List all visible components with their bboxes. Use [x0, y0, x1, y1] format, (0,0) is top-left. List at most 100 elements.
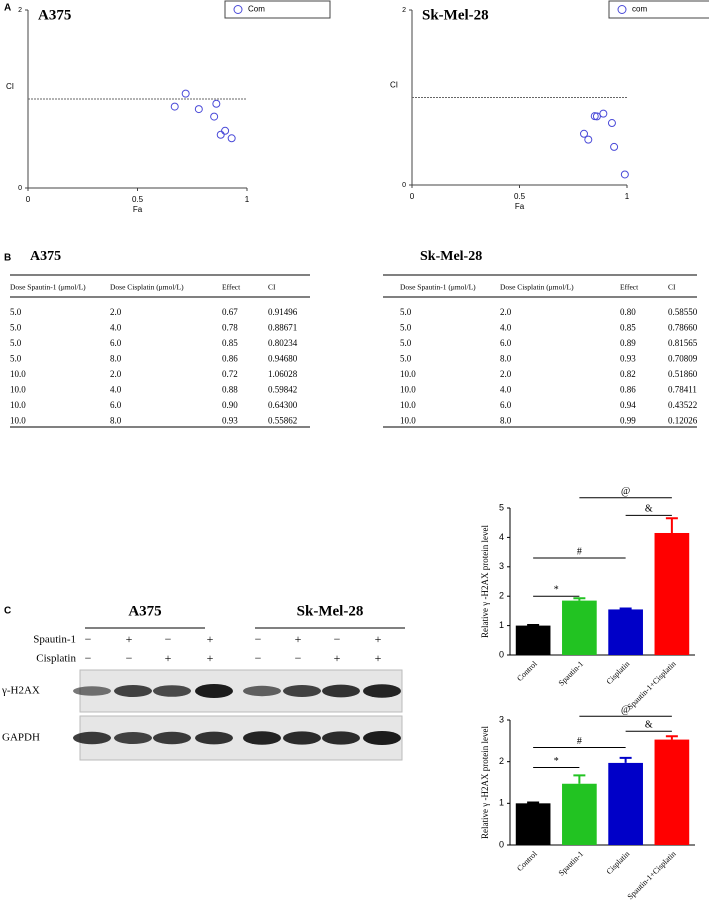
error-bar: [665, 517, 678, 533]
table-cell: 0.78411: [668, 385, 697, 395]
treatment-sign: −: [126, 651, 133, 665]
table-cell: 0.89: [620, 338, 636, 348]
protein-label: GAPDH: [2, 732, 40, 744]
table-title: Sk-Mel-28: [420, 249, 482, 264]
point: [592, 112, 601, 121]
significance-label: &: [645, 720, 653, 731]
cell-line-label: Sk-Mel-28: [297, 603, 364, 619]
significance-label: #: [577, 546, 582, 557]
table-cell: 0.70809: [668, 354, 698, 364]
y-axis-label: Relative γ -H2AX protein level: [480, 726, 490, 839]
table-cell: 0.85: [222, 338, 238, 348]
significance-label: @: [621, 486, 630, 497]
y-axis-label: Relative γ -H2AX protein level: [480, 525, 490, 638]
bar: [562, 600, 597, 655]
table-cell: 0.51860: [668, 369, 698, 379]
table-cell: 0.93: [222, 416, 238, 426]
point: [227, 134, 236, 143]
y-tick-label: 3: [499, 561, 504, 571]
point: [599, 109, 608, 118]
x-tick-label: Spautin-1+Cisplatin: [626, 659, 678, 711]
table-cell: 0.80234: [268, 338, 298, 348]
protein-label: γ-H2AX: [1, 685, 40, 697]
y-tick-label: 2: [499, 756, 504, 766]
treatment-sign: +: [207, 651, 214, 665]
chart-title: Sk-Mel-28: [422, 7, 489, 23]
table-cell: 4.0: [110, 323, 122, 333]
point: [580, 129, 588, 138]
y-tick-label: 5: [499, 502, 504, 512]
table-header: Effect: [222, 283, 241, 292]
legend-box: [608, 0, 709, 19]
band: [114, 732, 152, 744]
point: [584, 135, 593, 144]
error-bar: [619, 607, 632, 610]
table-cell: 0.99: [620, 416, 636, 426]
treatment-label: Spautin-1: [33, 634, 76, 646]
table-cell: 0.78660: [668, 323, 698, 333]
band: [195, 731, 233, 745]
y-axis-label: CI: [6, 82, 14, 91]
table-cell: 0.86: [222, 354, 238, 364]
table-cell: 6.0: [110, 400, 122, 410]
treatment-sign: +: [165, 651, 172, 665]
table-cell: 10.0: [400, 369, 416, 379]
bar: [515, 803, 551, 845]
legend-symbol: [233, 5, 243, 14]
error-bar: [573, 597, 586, 601]
table-cell: 10.0: [10, 416, 26, 426]
table-cell: 0.90: [222, 400, 238, 410]
band: [322, 684, 360, 698]
band: [73, 731, 111, 745]
table-cell: 8.0: [500, 354, 512, 364]
treatment-sign: +: [334, 651, 341, 665]
y-tick-label: 0: [402, 182, 406, 189]
error-bar: [619, 756, 632, 763]
table-cell: 5.0: [400, 354, 412, 364]
table-cell: 5.0: [10, 354, 22, 364]
table-cell: 0.64300: [268, 400, 298, 410]
treatment-sign: −: [334, 632, 341, 646]
band: [363, 731, 401, 745]
band: [283, 731, 321, 745]
table-cell: 1.06028: [268, 369, 298, 379]
bar: [562, 783, 597, 845]
point: [610, 142, 619, 151]
panel-label: A: [4, 3, 11, 14]
point: [212, 99, 221, 108]
error-bar: [527, 624, 540, 627]
table-cell: 0.59842: [268, 385, 297, 395]
table-cell: 2.0: [110, 369, 122, 379]
table-cell: 10.0: [400, 400, 416, 410]
cell-line-label: A375: [128, 603, 161, 619]
point: [170, 102, 179, 111]
table-cell: 0.67: [222, 307, 238, 317]
x-tick-label: 1: [245, 195, 250, 204]
treatment-sign: +: [375, 632, 382, 646]
table-cell: 0.91496: [268, 307, 298, 317]
band: [363, 684, 401, 698]
significance-label: #: [577, 736, 582, 747]
point: [181, 89, 190, 98]
y-tick-label: 2: [402, 7, 406, 14]
table-cell: 5.0: [10, 323, 22, 333]
table-cell: 10.0: [10, 369, 26, 379]
table-cell: 6.0: [110, 338, 122, 348]
band: [114, 685, 152, 697]
error-bar: [573, 774, 586, 784]
table-cell: 4.0: [500, 323, 512, 333]
x-axis-label: Fa: [133, 205, 143, 214]
significance-label: @: [621, 705, 630, 716]
x-tick-label: 1: [625, 192, 630, 201]
table-cell: 0.94680: [268, 354, 298, 364]
y-tick-label: 1: [499, 620, 504, 630]
x-tick-label: Spautin-1+Cisplatin: [626, 849, 678, 900]
significance-label: *: [554, 584, 559, 595]
treatment-sign: −: [255, 632, 262, 646]
bar: [608, 609, 643, 655]
band: [243, 731, 281, 745]
table-header: CI: [268, 283, 276, 292]
table-header: CI: [668, 283, 676, 292]
table-cell: 10.0: [10, 385, 26, 395]
treatment-sign: −: [85, 632, 92, 646]
